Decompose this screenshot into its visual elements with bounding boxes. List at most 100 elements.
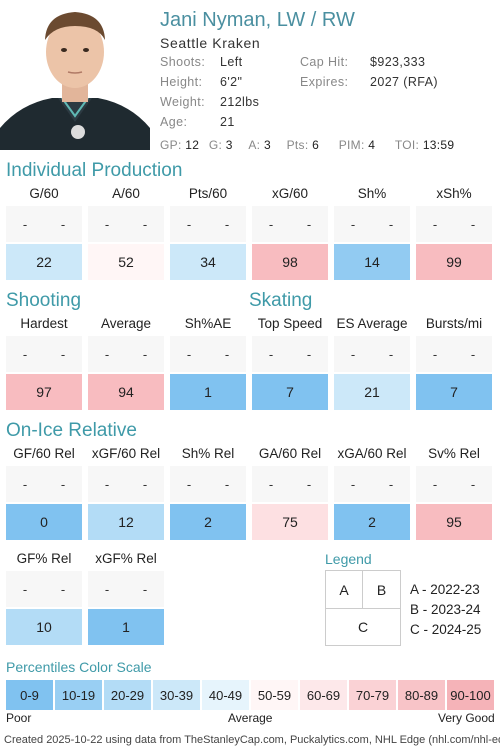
- weight-row: Weight: 212lbs: [160, 95, 259, 111]
- metric-value-a: -: [22, 346, 28, 362]
- metric-prior-seasons: --: [170, 466, 246, 502]
- weight-label: Weight:: [160, 95, 205, 109]
- metric-xsh: xSh% - -99: [416, 186, 492, 280]
- metric-value-c: 98: [252, 244, 328, 280]
- metric-value-a: -: [350, 216, 356, 232]
- metric-value-c: 1: [170, 374, 246, 410]
- metric-value-a: -: [22, 216, 28, 232]
- metric-prior-seasons: --: [6, 336, 82, 372]
- expires-row: Expires: 2027 (RFA): [300, 75, 438, 91]
- metric-prior-seasons: --: [252, 336, 328, 372]
- metric-hardest: Hardest - -97: [6, 316, 82, 410]
- metric-value-b: -: [306, 476, 312, 492]
- metric-prior-seasons: --: [6, 571, 82, 607]
- metric-sv-rel: Sv% Rel - -95: [416, 446, 492, 540]
- metric-value-c: 7: [252, 374, 328, 410]
- metric-label: Top Speed: [257, 316, 323, 331]
- metric-prior-seasons: --: [88, 336, 164, 372]
- shoots-row: Shoots: Left: [160, 55, 242, 71]
- metric-value-c: 95: [416, 504, 492, 540]
- player-name: Jani Nyman, LW / RW: [160, 9, 355, 31]
- legend-b-text: B - 2023-24: [410, 602, 481, 617]
- metric-value-c: 99: [416, 244, 492, 280]
- metric-label: G/60: [29, 186, 59, 201]
- caphit-label: Cap Hit:: [300, 55, 349, 69]
- weight-value: 212lbs: [220, 95, 260, 109]
- metric-value-a: -: [268, 346, 274, 362]
- metric-value-b: -: [142, 581, 148, 597]
- metric-value-c: 2: [334, 504, 410, 540]
- height-value: 6'2": [220, 75, 243, 89]
- scale-cell-60-69: 60-69: [300, 680, 347, 710]
- metric-value-c: 21: [334, 374, 410, 410]
- expires-value: 2027 (RFA): [370, 75, 438, 89]
- metric-pts-60: Pts/60- -34: [170, 186, 246, 280]
- scale-cell-90-100: 90-100: [447, 680, 494, 710]
- metric-value-a: -: [432, 476, 438, 492]
- metric-prior-seasons: --: [416, 206, 492, 242]
- height-label: Height:: [160, 75, 203, 89]
- scale-cell-80-89: 80-89: [398, 680, 445, 710]
- metric-value-a: -: [22, 476, 28, 492]
- height-row: Height: 6'2": [160, 75, 242, 91]
- metric-value-c: 7: [416, 374, 492, 410]
- scale-cell-30-39: 30-39: [153, 680, 200, 710]
- metric-value-c: 22: [6, 244, 82, 280]
- metric-value-c: 0: [6, 504, 82, 540]
- metric-value-b: -: [388, 476, 394, 492]
- metric-es-average: ES Average - -21: [334, 316, 410, 410]
- metric-prior-seasons: --: [252, 466, 328, 502]
- percentile-color-scale: 0-9 10-19 20-29 30-39 40-49 50-59 60-69 70-79 80…: [6, 680, 494, 710]
- metric-label: Hardest: [20, 316, 68, 331]
- legend-cell-a: A: [326, 571, 363, 609]
- metric-label: Sh%: [357, 186, 387, 201]
- metric-bursts-mi: Bursts/mi - -7: [416, 316, 492, 410]
- metric-value-a: -: [104, 476, 110, 492]
- metric-value-a: -: [432, 216, 438, 232]
- scale-average-label: Average: [228, 711, 273, 725]
- metric-label: ES Average: [336, 316, 408, 331]
- toi-value: 13:59: [422, 138, 455, 152]
- metric-label: Sv% Rel: [428, 446, 480, 461]
- metric-label: GA/60 Rel: [258, 446, 322, 461]
- metric-value-b: -: [224, 346, 230, 362]
- metric-prior-seasons: --: [6, 466, 82, 502]
- metric-label: xGA/60 Rel: [337, 446, 407, 461]
- metric-sh: Sh% - -14: [334, 186, 410, 280]
- metric-prior-seasons: --: [88, 206, 164, 242]
- metric-value-a: -: [104, 216, 110, 232]
- player-photo: [0, 0, 150, 150]
- player-header: Jani Nyman, LW / RW Seattle Kraken Shoot…: [0, 0, 500, 152]
- metric-ga-60-rel: GA/60 Rel - -75: [252, 446, 328, 540]
- metric-value-c: 75: [252, 504, 328, 540]
- metric-value-b: -: [60, 216, 66, 232]
- season-stats-line: GP: 12 G: 3 A: 3 Pts: 6 PIM: 4 TOI: 13:5…: [160, 138, 454, 152]
- metric-value-c: 10: [6, 609, 82, 645]
- player-team: Seattle Kraken: [160, 35, 261, 51]
- expires-label: Expires:: [300, 75, 349, 89]
- metric-prior-seasons: --: [88, 466, 164, 502]
- metric-label: GF% Rel: [16, 551, 72, 566]
- metric-value-a: -: [268, 216, 274, 232]
- metric-value-b: -: [224, 216, 230, 232]
- metric-value-b: -: [388, 346, 394, 362]
- color-scale-title: Percentiles Color Scale: [6, 659, 152, 675]
- g-value: 3: [225, 138, 233, 152]
- toi-label: TOI:: [394, 138, 420, 152]
- a-value: 3: [263, 138, 271, 152]
- metric-xg-60: xG/60- -98: [252, 186, 328, 280]
- metric-label: xG/60: [271, 186, 309, 201]
- gp-label: GP:: [160, 138, 182, 152]
- metric-value-b: -: [142, 216, 148, 232]
- metric-value-b: -: [470, 346, 476, 362]
- shoots-value: Left: [220, 55, 243, 69]
- metric-prior-seasons: --: [170, 336, 246, 372]
- legend-title: Legend: [325, 551, 372, 567]
- metric-label: Pts/60: [188, 186, 228, 201]
- metric-value-c: 94: [88, 374, 164, 410]
- metric-value-a: -: [22, 581, 28, 597]
- metric-value-c: 34: [170, 244, 246, 280]
- metric-label: A/60: [112, 186, 140, 201]
- footer-credits: Created 2025-10-22 using data from TheSt…: [4, 734, 500, 746]
- metric-value-a: -: [104, 346, 110, 362]
